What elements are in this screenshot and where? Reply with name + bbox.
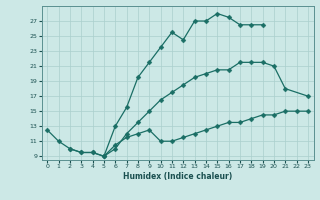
X-axis label: Humidex (Indice chaleur): Humidex (Indice chaleur) — [123, 172, 232, 181]
